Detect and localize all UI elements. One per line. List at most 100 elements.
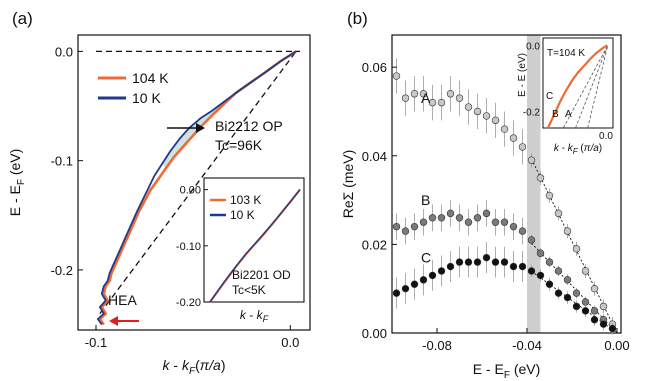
series-label-A: A bbox=[421, 90, 431, 106]
data-point-C bbox=[419, 276, 428, 284]
data-point-A bbox=[392, 72, 401, 80]
inset-frame bbox=[542, 37, 614, 129]
y-axis-label: ReΣ (meV) bbox=[340, 150, 356, 219]
data-point-A bbox=[554, 209, 563, 218]
data-point-A bbox=[581, 267, 590, 275]
data-point-C bbox=[590, 316, 599, 324]
inset-series-10K bbox=[209, 189, 301, 303]
data-point-A bbox=[437, 98, 446, 107]
data-point-B bbox=[500, 218, 509, 226]
data-point-A bbox=[446, 90, 455, 98]
inset-legend-label: 10 K bbox=[230, 208, 255, 222]
data-point-C bbox=[599, 320, 608, 328]
arrow-red-head bbox=[109, 316, 118, 326]
data-point-C bbox=[437, 267, 446, 275]
y-tick-label: 0.06 bbox=[362, 60, 387, 75]
y-axis-label: E - EF (eV) bbox=[7, 149, 27, 217]
x-tick-label: 0.0 bbox=[281, 335, 299, 350]
y-tick-label: 0.00 bbox=[362, 326, 387, 341]
dotted-guide-C bbox=[531, 270, 618, 334]
x-tick-label: -0.1 bbox=[85, 335, 107, 350]
inset-x-tick-label: 0.0 bbox=[599, 131, 613, 142]
data-point-B bbox=[482, 209, 491, 218]
data-point-C bbox=[572, 302, 581, 311]
dotted-guide-B bbox=[531, 242, 618, 334]
panel-label-a: (a) bbox=[12, 9, 33, 28]
data-point-B bbox=[410, 222, 419, 231]
panel-a: (a) -0.1 0.0 0.0 -0.1 -0.2 k - kF(π/a) E - EF (… bbox=[7, 9, 311, 377]
data-point-B bbox=[554, 267, 563, 275]
series-label-C: C bbox=[421, 250, 431, 266]
inset-title: T=104 K bbox=[547, 48, 585, 59]
shaded-band bbox=[527, 35, 541, 333]
data-point-C bbox=[482, 253, 491, 262]
data-point-B bbox=[590, 307, 599, 315]
data-point-A bbox=[509, 134, 518, 142]
data-point-C bbox=[500, 258, 509, 266]
y-tick-label: 0.02 bbox=[362, 237, 387, 252]
data-point-C bbox=[428, 271, 437, 280]
data-point-C bbox=[518, 262, 527, 271]
data-point-A bbox=[428, 98, 437, 107]
data-point-C bbox=[608, 324, 617, 333]
x-axis-label: k - kF(π/a) bbox=[163, 357, 226, 377]
data-point-B bbox=[563, 276, 572, 284]
annotation-sample: Bi2212 OP bbox=[215, 118, 283, 134]
inset-annotation-sample: Bi2201 OD bbox=[232, 268, 291, 282]
arrow-black-head bbox=[196, 123, 205, 133]
data-point-B bbox=[518, 227, 527, 235]
data-point-C bbox=[401, 284, 410, 293]
annotation-tc: Tc=96K bbox=[215, 137, 263, 153]
data-point-A bbox=[527, 156, 536, 164]
data-point-C bbox=[581, 307, 590, 315]
data-point-B bbox=[509, 222, 518, 231]
data-point-C bbox=[527, 267, 536, 275]
inset-y-tick-label: -0.20 bbox=[176, 297, 201, 309]
data-point-C bbox=[545, 280, 554, 288]
data-point-C bbox=[455, 258, 464, 266]
data-point-B bbox=[419, 218, 428, 226]
inset-y-tick-label: -0.10 bbox=[176, 241, 201, 253]
series-line-104K bbox=[98, 50, 297, 326]
inset-series-104K bbox=[547, 44, 608, 129]
data-point-C bbox=[464, 258, 473, 266]
inset-curve-label-A: A bbox=[565, 109, 572, 120]
inset-x-axis-label: k - kF bbox=[240, 308, 269, 324]
inset-curve-label-C: C bbox=[546, 91, 553, 102]
data-point-A bbox=[500, 125, 509, 133]
data-point-A bbox=[590, 284, 599, 293]
data-point-A bbox=[401, 94, 410, 102]
data-point-A bbox=[572, 245, 581, 253]
data-point-B bbox=[428, 214, 437, 222]
panel-label-b: (b) bbox=[347, 9, 368, 28]
data-point-A bbox=[491, 116, 500, 125]
y-tick-label: -0.2 bbox=[51, 263, 73, 278]
data-point-A bbox=[518, 143, 527, 151]
data-point-B bbox=[473, 214, 482, 222]
data-point-C bbox=[536, 271, 545, 280]
series-line-10K bbox=[96, 50, 297, 326]
legend-label: 104 K bbox=[132, 70, 169, 86]
data-point-A bbox=[563, 227, 572, 235]
data-point-C bbox=[410, 280, 419, 288]
inset-y-tick-label: -0.2 bbox=[523, 107, 541, 118]
data-point-B bbox=[527, 236, 536, 244]
data-point-C bbox=[509, 262, 518, 271]
data-point-A bbox=[419, 90, 428, 98]
data-point-B bbox=[437, 214, 446, 222]
data-point-B bbox=[536, 249, 545, 257]
inset-y-tick-label: 0.0 bbox=[526, 41, 540, 52]
series-label-B: B bbox=[421, 192, 430, 208]
inset-legend-label: 103 K bbox=[230, 193, 261, 207]
data-point-C bbox=[446, 262, 455, 271]
y-tick-label: 0.0 bbox=[55, 44, 73, 59]
plot-frame bbox=[77, 34, 311, 331]
x-tick-label: 0.00 bbox=[604, 338, 629, 353]
data-point-A bbox=[536, 174, 545, 182]
data-point-A bbox=[545, 191, 554, 200]
inset-y-tick-label: 0.00 bbox=[180, 185, 201, 197]
x-tick-label: -0.08 bbox=[422, 338, 452, 353]
data-point-A bbox=[599, 302, 608, 311]
